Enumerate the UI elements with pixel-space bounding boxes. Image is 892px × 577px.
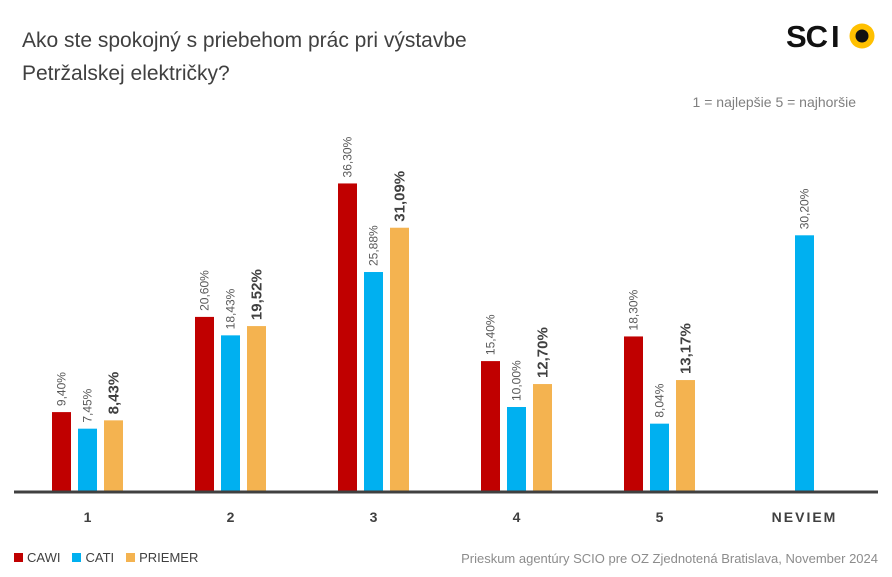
category-label-4: 4 xyxy=(513,509,521,525)
legend-item-cati: CATI xyxy=(72,550,114,565)
bar-priemer-4 xyxy=(533,384,552,492)
svg-text:SC: SC xyxy=(786,19,828,52)
legend-item-cawi: CAWI xyxy=(14,550,60,565)
data-label-cati-1: 7,45% xyxy=(81,388,95,422)
svg-text:I: I xyxy=(831,19,840,52)
chart-title: Ako ste spokojný s priebehom prác pri vý… xyxy=(22,24,622,90)
bar-cawi-2 xyxy=(195,316,214,492)
bar-priemer-2 xyxy=(247,326,266,492)
legend-swatch-cawi xyxy=(14,553,23,562)
data-label-priemer-1: 8,43% xyxy=(106,372,123,415)
category-label-neviem: NEVIEM xyxy=(772,509,838,525)
data-label-cati-2: 18,43% xyxy=(224,288,238,329)
bar-priemer-3 xyxy=(390,227,409,493)
data-label-cawi-5: 18,30% xyxy=(627,289,641,330)
data-label-priemer-4: 12,70% xyxy=(535,327,552,378)
category-label-5: 5 xyxy=(656,509,664,525)
legend: CAWI CATI PRIEMER xyxy=(14,550,198,565)
scale-note: 1 = najlepšie 5 = najhoršie xyxy=(692,94,856,110)
legend-swatch-cati xyxy=(72,553,82,562)
data-label-cati-3: 25,88% xyxy=(367,225,381,266)
legend-swatch-priemer xyxy=(126,553,136,562)
bar-cawi-3 xyxy=(338,183,357,492)
data-label-cawi-3: 36,30% xyxy=(341,136,355,177)
scio-logo: SC I xyxy=(786,19,875,52)
legend-item-priemer: PRIEMER xyxy=(126,550,198,565)
bar-cawi-1 xyxy=(52,412,71,492)
data-label-cati-neviem: 30,20% xyxy=(798,188,812,229)
data-label-priemer-3: 31,09% xyxy=(392,171,409,222)
data-label-cawi-1: 9,40% xyxy=(55,372,69,406)
data-label-cawi-4: 15,40% xyxy=(484,314,498,355)
category-label-2: 2 xyxy=(227,509,235,525)
bar-cati-1 xyxy=(78,428,97,492)
data-label-priemer-2: 19,52% xyxy=(249,269,266,320)
data-label-priemer-5: 13,17% xyxy=(678,323,695,374)
bar-cati-4 xyxy=(507,407,526,492)
legend-label-cawi: CAWI xyxy=(27,550,61,565)
data-label-cawi-2: 20,60% xyxy=(198,270,212,311)
data-label-cati-5: 8,04% xyxy=(653,383,667,417)
source-note: Prieskum agentúry SCIO pre OZ Zjednotená… xyxy=(461,551,878,566)
category-label-1: 1 xyxy=(84,509,92,525)
bar-cawi-4 xyxy=(481,361,500,492)
bar-priemer-1 xyxy=(104,420,123,492)
legend-label-cati: CATI xyxy=(85,550,115,565)
bar-cawi-5 xyxy=(624,336,643,492)
chart-title-line-1: Ako ste spokojný s priebehom prác pri vý… xyxy=(22,29,467,52)
bar-cati-5 xyxy=(650,423,669,492)
data-label-cati-4: 10,00% xyxy=(510,360,524,401)
legend-label-priemer: PRIEMER xyxy=(139,550,199,565)
bar-cati-neviem xyxy=(795,235,814,493)
bar-cati-3 xyxy=(364,272,383,492)
bar-cati-2 xyxy=(221,335,240,492)
category-label-3: 3 xyxy=(370,509,378,525)
chart-title-line-2: Petržalskej električky? xyxy=(22,62,230,85)
bar-priemer-5 xyxy=(676,380,695,492)
